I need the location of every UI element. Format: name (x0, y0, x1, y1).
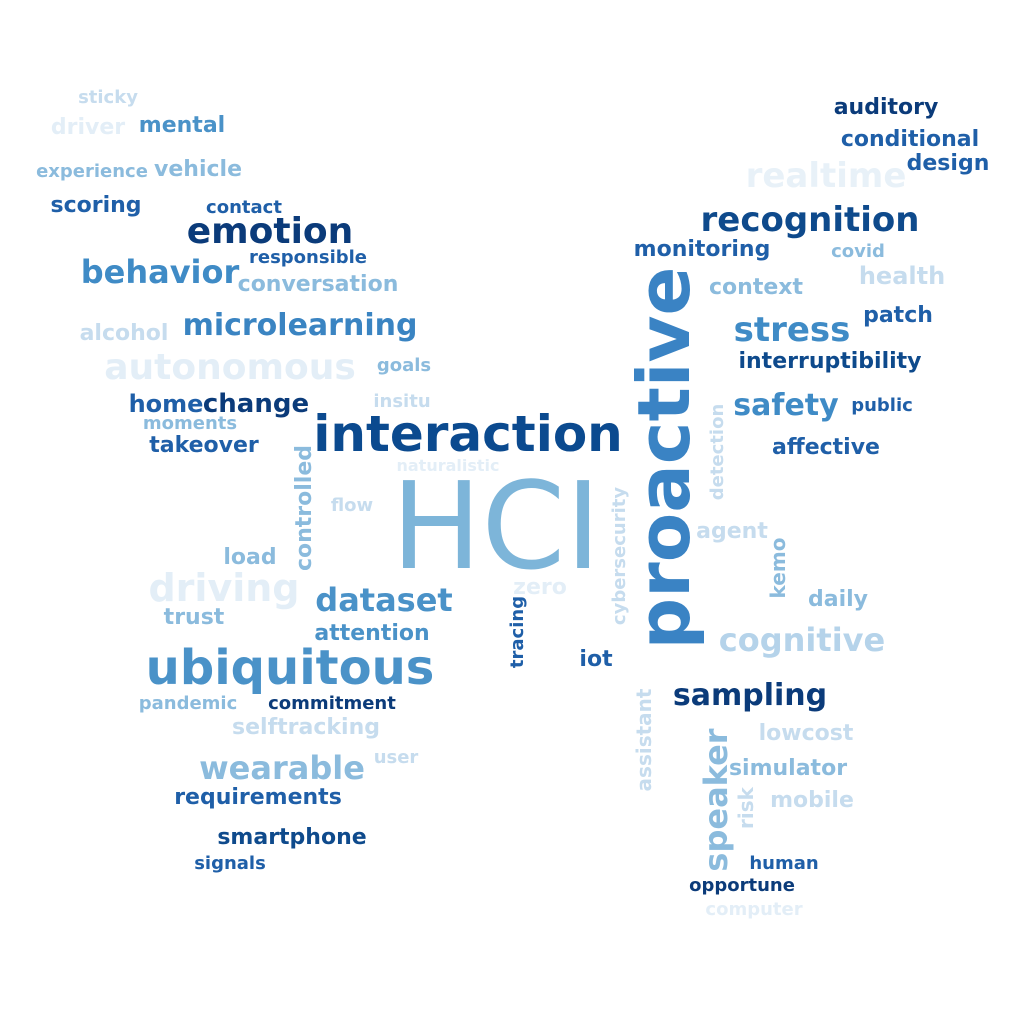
word-realtime: realtime (745, 156, 907, 196)
word-controlled: controlled (292, 444, 317, 572)
word-iot: iot (579, 647, 613, 672)
word-conversation: conversation (237, 272, 399, 297)
word-signals: signals (194, 853, 266, 874)
word-human: human (749, 853, 819, 874)
word-tracing: tracing (507, 595, 528, 669)
word-proactive: proactive (622, 266, 706, 650)
word-pandemic: pandemic (138, 693, 238, 714)
word-assistant: assistant (632, 688, 656, 792)
word-flow: flow (330, 495, 374, 516)
word-speaker: speaker (697, 728, 735, 872)
word-risk: risk (734, 787, 758, 829)
word-computer: computer (705, 899, 803, 920)
word-sampling: sampling (672, 678, 828, 713)
word-affective: affective (772, 435, 880, 460)
word-detection: detection (707, 403, 728, 501)
word-cognitive: cognitive (718, 621, 886, 659)
word-mobile: mobile (770, 788, 854, 813)
word-smartphone: smartphone (217, 825, 367, 850)
word-emotion: emotion (186, 211, 354, 252)
word-experience: experience (36, 161, 148, 182)
word-user: user (373, 747, 419, 768)
word-zero: zero (513, 575, 567, 600)
word-safety: safety (733, 388, 839, 423)
word-recognition: recognition (700, 200, 920, 240)
word-driving: driving (148, 566, 300, 610)
word-microlearning: microlearning (182, 308, 418, 343)
word-insitu: insitu (373, 391, 431, 412)
word-responsible: responsible (248, 247, 368, 268)
word-dataset: dataset (315, 581, 453, 619)
word-agent: agent (696, 519, 768, 544)
word-requirements: requirements (174, 785, 342, 810)
word-goals: goals (376, 355, 432, 376)
word-monitoring: monitoring (633, 237, 771, 262)
word-design: design (906, 151, 990, 176)
word-contact: contact (206, 197, 282, 218)
word-scoring: scoring (50, 193, 142, 218)
word-sticky: sticky (78, 87, 138, 108)
word-wearable: wearable (199, 749, 365, 787)
word-kemo: kemo (766, 537, 790, 599)
word-alcohol: alcohol (79, 321, 169, 346)
word-trust: trust (163, 605, 225, 630)
word-selftracking: selftracking (232, 715, 380, 740)
word-commitment: commitment (268, 693, 396, 714)
word-behavior: behavior (80, 253, 240, 291)
word-simulator: simulator (728, 756, 848, 781)
word-driver: driver (50, 115, 126, 140)
word-mental: mental (138, 113, 226, 138)
word-hci: HCI (391, 458, 601, 597)
word-stress: stress (733, 310, 851, 350)
word-auditory: auditory (833, 95, 939, 120)
word-conditional: conditional (840, 127, 980, 152)
word-context: context (709, 275, 803, 300)
word-naturalistic: naturalistic (396, 456, 500, 475)
word-public: public (851, 395, 913, 416)
word-covid: covid (831, 241, 885, 262)
word-daily: daily (807, 587, 869, 612)
word-takeover: takeover (149, 433, 259, 458)
word-load: load (223, 545, 277, 570)
word-interaction: interaction (313, 405, 623, 463)
word-autonomous: autonomous (104, 347, 356, 388)
word-interruptibility: interruptibility (738, 349, 922, 374)
word-vehicle: vehicle (154, 157, 242, 182)
word-home: home (128, 390, 204, 418)
word-cybersecurity: cybersecurity (609, 486, 630, 626)
word-ubiquitous: ubiquitous (145, 640, 435, 696)
word-lowcost: lowcost (758, 721, 854, 746)
word-patch: patch (863, 303, 933, 328)
word-attention: attention (314, 621, 430, 646)
word-opportune: opportune (689, 875, 795, 896)
word-change: change (202, 389, 310, 419)
word-moments: moments (142, 413, 238, 434)
word-health: health (858, 262, 946, 290)
